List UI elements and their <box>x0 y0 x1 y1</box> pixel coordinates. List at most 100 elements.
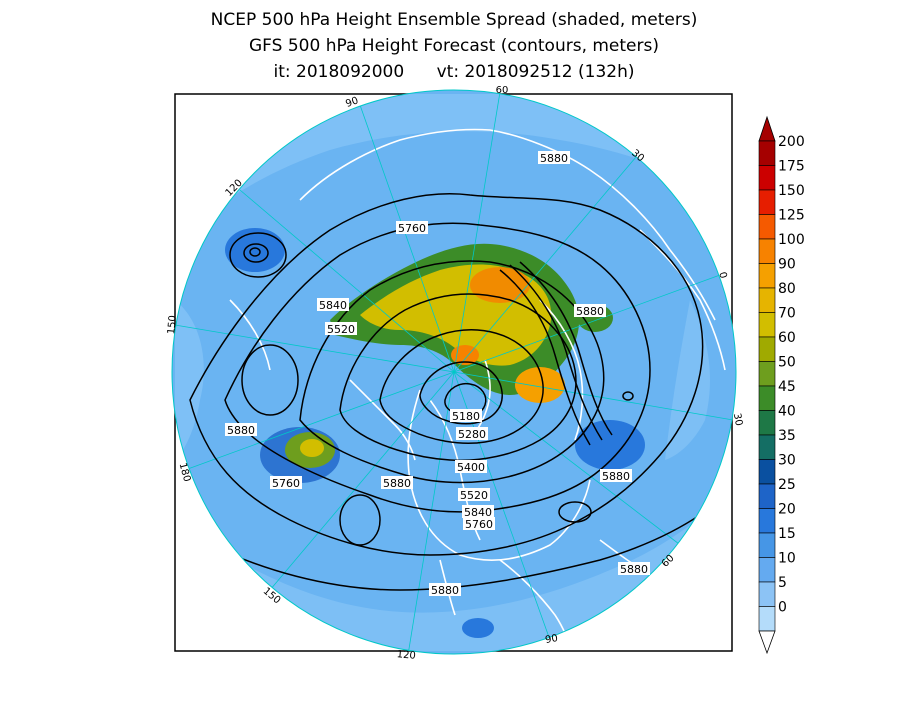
spread-light-north <box>175 94 732 240</box>
spread-patch-yellow <box>300 439 324 457</box>
colorbar-swatch <box>758 581 776 607</box>
colorbar-swatch <box>758 508 776 534</box>
longitude-label: 60 <box>496 85 509 96</box>
colorbar-tick-label: 125 <box>778 208 805 224</box>
contour-label-bg <box>538 151 570 164</box>
contour-label: 5880 <box>602 470 630 483</box>
longitude-label: 30 <box>731 412 744 426</box>
colorbar-tick-label: 35 <box>778 428 796 444</box>
colorbar-tick-label: 45 <box>778 379 796 395</box>
contour-label: 5760 <box>272 477 300 490</box>
colorbar-tick-label: 90 <box>778 257 796 273</box>
colorbar-swatch <box>758 410 776 436</box>
contour-label: 5880 <box>540 152 568 165</box>
contour-label-bg <box>618 562 650 575</box>
spread-patch <box>462 618 494 638</box>
colorbar-tick-label: 20 <box>778 502 796 518</box>
colorbar-swatch <box>758 238 776 264</box>
contour-label-bg <box>225 423 257 436</box>
title-line-3: it: 2018092000 vt: 2018092512 (132h) <box>273 62 635 82</box>
contour-label: 5880 <box>576 305 604 318</box>
contour-label: 5180 <box>452 410 480 423</box>
contour-label: 5760 <box>465 518 493 531</box>
colorbar-swatch <box>758 312 776 338</box>
colorbar-swatch <box>758 361 776 387</box>
colorbar-swatch <box>758 214 776 240</box>
map-disc-outline <box>171 89 737 655</box>
contour-label-bg <box>456 427 488 440</box>
colorbar-swatch <box>758 189 776 215</box>
title-line-1: NCEP 500 hPa Height Ensemble Spread (sha… <box>210 10 698 30</box>
colorbar-tick-label: 175 <box>778 159 805 175</box>
contour-label: 5880 <box>431 584 459 597</box>
colorbar-swatch <box>758 165 776 191</box>
colorbar-swatch <box>758 287 776 313</box>
contour-label-bg <box>325 322 357 335</box>
colorbar-tick-label: 15 <box>778 526 796 542</box>
contour-label: 5880 <box>227 424 255 437</box>
contour-label-bg <box>429 583 461 596</box>
contour-label: 5880 <box>620 563 648 576</box>
colorbar-swatch <box>758 459 776 485</box>
contour-label-bg <box>600 469 632 482</box>
graticule <box>174 91 734 654</box>
colorbar-tick-label: 200 <box>778 134 805 150</box>
colorbar-swatch <box>758 140 776 166</box>
contour-label: 5400 <box>457 461 485 474</box>
colorbar-tick-label: 80 <box>778 281 796 297</box>
colorbar-swatch <box>758 532 776 558</box>
contour-label-bg <box>455 460 487 473</box>
colorbar-tick-label: 150 <box>778 183 805 199</box>
colorbar-top-arrow <box>758 115 776 142</box>
spread-light-west <box>175 300 204 460</box>
longitude-label: 150 <box>166 315 179 335</box>
colorbar-swatch <box>758 606 776 632</box>
contour-label-bg <box>396 221 428 234</box>
colorbar-tick-label: 10 <box>778 551 796 567</box>
colorbar-swatch <box>758 336 776 362</box>
longitude-label: 180 <box>177 462 193 483</box>
title-line-2: GFS 500 hPa Height Forecast (contours, m… <box>249 36 659 56</box>
colorbar-tick-label: 0 <box>778 600 787 616</box>
contour-label: 5840 <box>464 506 492 519</box>
colorbar: 2001751501251009080706050454035302520151… <box>758 115 805 655</box>
contour-labels: 5880576058405520588058805180528054005520… <box>225 151 650 597</box>
contour-label-bg <box>270 476 302 489</box>
longitude-label: 0 <box>716 271 728 280</box>
contour-label-bg <box>450 409 482 422</box>
contour-label-bg <box>381 476 413 489</box>
colorbar-tick-label: 5 <box>778 575 787 591</box>
height-contours <box>189 193 721 591</box>
contour-label: 5760 <box>398 222 426 235</box>
contour-label: 5280 <box>458 428 486 441</box>
contour-label-bg <box>317 298 349 311</box>
longitude-label: 90 <box>344 95 360 110</box>
colorbar-swatch <box>758 557 776 583</box>
colorbar-tick-label: 40 <box>778 404 796 420</box>
spread-max-2 <box>515 367 565 403</box>
contour-label: 5520 <box>460 489 488 502</box>
colorbar-tick-label: 30 <box>778 453 796 469</box>
colorbar-swatch <box>758 385 776 411</box>
colorbar-swatch <box>758 483 776 509</box>
spread-patch <box>575 420 645 470</box>
contour-label-bg <box>463 517 495 530</box>
contour-label: 5520 <box>327 323 355 336</box>
colorbar-tick-label: 50 <box>778 355 796 371</box>
contour-label-bg <box>458 488 490 501</box>
colorbar-swatch <box>758 263 776 289</box>
contour-label: 5840 <box>319 299 347 312</box>
longitude-label: 120 <box>396 649 416 662</box>
spread-light-south <box>175 490 732 651</box>
colorbar-tick-label: 70 <box>778 306 796 322</box>
polar-map <box>172 90 736 654</box>
spread-light-east <box>665 300 710 460</box>
contour-label-bg <box>574 304 606 317</box>
colorbar-tick-label: 60 <box>778 330 796 346</box>
longitude-label: 90 <box>544 633 558 646</box>
colorbar-bottom-arrow <box>758 630 776 655</box>
colorbar-tick-label: 25 <box>778 477 796 493</box>
contour-label-bg <box>462 505 494 518</box>
colorbar-swatch <box>758 434 776 460</box>
